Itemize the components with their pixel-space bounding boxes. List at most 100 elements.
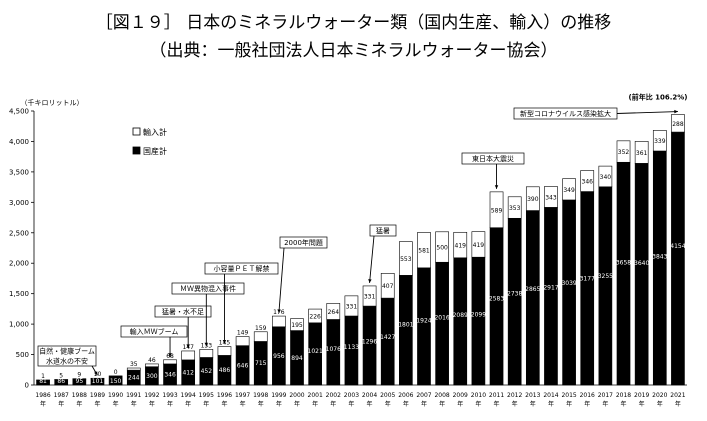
x-tick-label-1991: 1991	[126, 392, 141, 399]
data-label-import-1998: 159	[255, 325, 267, 332]
bar-domestic-2021	[671, 131, 685, 386]
bar-domestic-2010	[471, 256, 486, 386]
annotation-box	[154, 305, 212, 318]
bar-import-1995	[199, 349, 214, 358]
bar-domestic-2019	[634, 163, 649, 386]
x-tick-suffix: 年	[149, 400, 155, 408]
x-tick-suffix: 年	[675, 400, 681, 408]
x-tick-label-1998: 1998	[253, 392, 268, 399]
annotation-text: 猛暑・水不足	[162, 307, 204, 316]
bar-import-1988	[72, 378, 87, 380]
bar-import-1996	[217, 346, 232, 356]
y-tick-label: 4,000	[9, 138, 29, 146]
data-label-import-2017: 340	[600, 174, 612, 181]
x-tick-label-1993: 1993	[162, 392, 177, 399]
data-label-domestic-2002: 1076	[326, 346, 341, 353]
annotation-arrow	[278, 247, 285, 314]
data-label-domestic-2013: 2865	[525, 286, 540, 293]
x-tick-label-2007: 2007	[416, 392, 431, 399]
bar-import-2007	[417, 232, 431, 269]
data-label-domestic-1993: 346	[164, 371, 176, 378]
x-tick-label-1987: 1987	[54, 392, 69, 399]
x-tick-label-1997: 1997	[235, 392, 250, 399]
annotation-box	[279, 236, 328, 249]
x-tick-suffix: 年	[475, 400, 481, 408]
x-tick-suffix: 年	[185, 400, 191, 408]
x-tick-label-2004: 2004	[362, 392, 377, 399]
bar-import-1993	[163, 359, 177, 365]
data-label-domestic-1995: 452	[201, 368, 213, 375]
data-label-import-2018: 352	[618, 149, 630, 156]
annotation-box	[120, 325, 188, 338]
data-label-import-2020: 339	[654, 138, 666, 145]
bar-domestic-2008	[435, 261, 449, 386]
data-label-domestic-2007: 1924	[416, 318, 431, 325]
x-tick-label-1988: 1988	[72, 392, 87, 399]
data-label-domestic-2004: 1296	[362, 339, 377, 346]
chart-title: ［図１９］ 日本のミネラルウォーター類（国内生産、輸入）の推移	[95, 13, 612, 33]
x-tick-label-2021: 2021	[670, 392, 685, 399]
x-tick-label-2011: 2011	[489, 392, 504, 399]
data-label-import-2003: 331	[346, 303, 358, 310]
bar-domestic-2016	[580, 191, 595, 386]
bar-import-1999	[272, 315, 286, 328]
y-tick-label: 500	[16, 351, 29, 359]
data-label-import-2005: 407	[382, 283, 394, 290]
x-tick-label-2003: 2003	[344, 392, 359, 399]
data-label-domestic-2000: 894	[291, 355, 303, 362]
annotation-arrowhead	[277, 309, 281, 314]
data-label-domestic-2016: 3177	[580, 276, 595, 283]
data-label-import-2009: 419	[455, 243, 467, 250]
data-label-import-2007: 581	[418, 248, 430, 255]
bar-domestic-2020	[652, 150, 667, 386]
annotation-arrowhead	[94, 371, 98, 376]
bar-domestic-2018	[616, 161, 631, 386]
data-label-domestic-2006: 1801	[398, 322, 413, 329]
x-tick-suffix: 年	[258, 400, 264, 408]
x-tick-suffix: 年	[657, 400, 663, 408]
x-tick-suffix: 年	[367, 400, 373, 408]
bar-import-2014	[544, 186, 558, 208]
data-label-domestic-2001: 1021	[308, 348, 323, 355]
data-label-domestic-1988: 95	[76, 378, 84, 385]
data-label-import-1991: 35	[130, 361, 138, 368]
data-label-domestic-2017: 3255	[598, 273, 613, 280]
annotation-text: (前年比 106.2%)	[629, 93, 688, 102]
x-tick-suffix: 年	[240, 400, 246, 408]
data-label-import-2013: 390	[527, 196, 539, 203]
x-tick-label-1995: 1995	[199, 392, 214, 399]
bar-domestic-2014	[544, 207, 558, 386]
annotation-text: 自然・健康ブーム	[39, 347, 95, 356]
data-label-domestic-1992: 300	[146, 373, 158, 380]
y-tick-label: 4,500	[9, 108, 29, 116]
y-tick-label: 2,000	[9, 260, 29, 268]
annotation-arrowhead	[674, 109, 678, 114]
annotation-box	[461, 152, 525, 165]
x-tick-label-2005: 2005	[380, 392, 395, 399]
data-label-import-1988: 9	[77, 372, 81, 379]
x-tick-suffix: 年	[312, 400, 318, 408]
x-tick-label-2010: 2010	[471, 392, 486, 399]
x-tick-label-2000: 2000	[289, 392, 304, 399]
x-tick-suffix: 年	[76, 400, 82, 408]
x-tick-label-2012: 2012	[507, 392, 522, 399]
data-label-import-2012: 353	[509, 205, 521, 212]
bar-import-1998	[253, 331, 268, 342]
y-axis-unit: （千キロリットル）	[21, 98, 84, 107]
bar-import-2001	[308, 308, 322, 324]
x-tick-label-2018: 2018	[616, 392, 631, 399]
legend-label-domestic: 国産計	[143, 146, 167, 156]
data-label-import-2002: 264	[328, 309, 340, 316]
data-label-domestic-2010: 2099	[471, 312, 486, 319]
bar-domestic-2017	[598, 186, 613, 386]
bar-import-2006	[399, 241, 413, 276]
x-tick-suffix: 年	[276, 400, 282, 408]
bar-domestic-2006	[399, 275, 413, 386]
annotation-arrowhead	[368, 279, 372, 283]
bar-domestic-1990	[108, 375, 123, 386]
data-label-domestic-2011: 2583	[489, 295, 504, 302]
bar-domestic-2009	[453, 257, 468, 386]
annotation-arrowhead	[168, 353, 172, 357]
x-tick-suffix: 年	[58, 400, 64, 408]
bar-import-1994	[181, 350, 196, 361]
